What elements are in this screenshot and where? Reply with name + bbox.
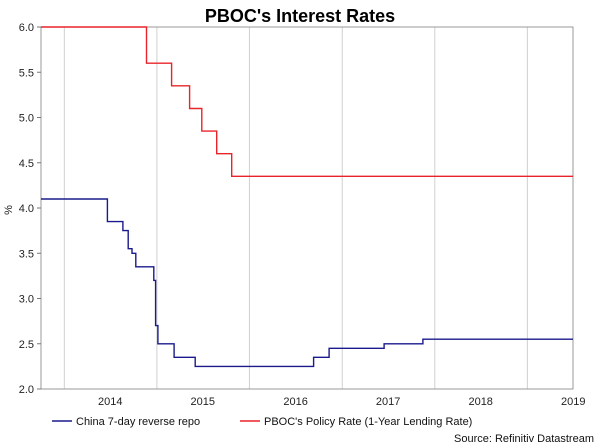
series-lines — [41, 26, 573, 368]
y-tick-label: 2.0 — [19, 384, 34, 396]
y-tick-label: 4.0 — [19, 203, 34, 215]
x-tick-label: 2014 — [98, 396, 122, 408]
x-axis: 2014 2015 2016 2017 2018 2019 — [98, 396, 586, 408]
y-tick-label: 5.0 — [19, 113, 34, 125]
y-tick-label: 2.5 — [19, 339, 34, 351]
x-tick-label: 2015 — [191, 396, 215, 408]
y-axis-label: % — [3, 205, 15, 215]
x-tick-label: 2016 — [283, 396, 307, 408]
y-tick-label: 6.0 — [19, 22, 34, 34]
plot-frame — [40, 26, 574, 390]
y-tick-label: 4.5 — [19, 158, 34, 170]
source-note: Source: Refinitiv Datastream — [454, 433, 594, 445]
legend: China 7-day reverse repo PBOC's Policy R… — [52, 416, 472, 428]
y-tick-label: 3.0 — [19, 294, 34, 306]
x-tick-label: 2018 — [468, 396, 492, 408]
x-tick-label: 2017 — [376, 396, 400, 408]
legend-label-repo: China 7-day reverse repo — [76, 416, 200, 428]
chart-title: PBOC's Interest Rates — [205, 6, 395, 26]
series-line-policy-rate — [41, 26, 573, 178]
vertical-gridlines — [63, 27, 528, 389]
legend-label-policy-rate: PBOC's Policy Rate (1-Year Lending Rate) — [264, 416, 472, 428]
x-tick-label: 2019 — [561, 396, 585, 408]
y-tick-label: 3.5 — [19, 248, 34, 260]
y-axis: 2.0 2.5 3.0 3.5 4.0 4.5 5.0 5.5 6.0 — [19, 22, 41, 396]
series-line-repo — [41, 198, 573, 368]
y-tick-label: 5.5 — [19, 67, 34, 79]
